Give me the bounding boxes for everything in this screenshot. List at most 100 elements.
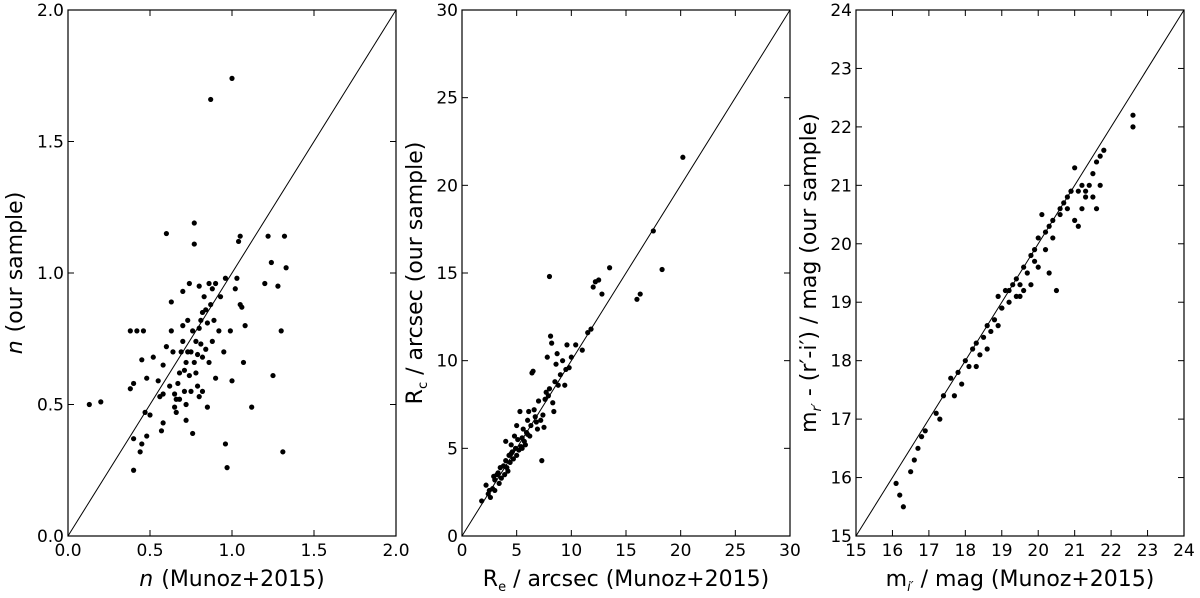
panel-3-point-52 — [1083, 194, 1089, 200]
panel-2-point-52 — [545, 393, 551, 399]
panel-1-xtick-label-4: 2.0 — [382, 541, 409, 561]
panel-3-ytick-label-3: 18 — [830, 352, 852, 372]
panel-2-point-56 — [549, 340, 555, 346]
panel-2-point-58 — [551, 408, 557, 415]
panel-1-point-14 — [144, 375, 150, 381]
panel-1-point-93 — [240, 359, 247, 366]
panel-1-xticks: 0.0 0.5 1.0 1.5 2.0 — [54, 10, 410, 561]
panel-1-point-66 — [203, 346, 209, 352]
panel-3-point-15 — [962, 358, 968, 364]
panel-3-point-45 — [1061, 200, 1067, 206]
panel-2-point-77 — [599, 291, 605, 297]
panel-1-point-4 — [127, 328, 133, 334]
panel-1-point-73 — [209, 286, 215, 292]
panel-3-point-61 — [984, 346, 990, 352]
panel-1-ytick-label-3: 1.5 — [37, 133, 64, 153]
panel-3-point-59 — [1130, 124, 1136, 130]
panel-3-point-73 — [1090, 194, 1096, 200]
panel-3-xlabel: mi′ / mag (Munoz+2015) — [886, 567, 1155, 595]
panel-3-point-4 — [911, 457, 917, 463]
panel-3-ytick-label-6: 21 — [830, 176, 852, 196]
panel-1-point-80 — [221, 349, 227, 355]
panel-1-point-37 — [181, 367, 188, 373]
panel-1-point-103 — [281, 233, 288, 239]
panel-3-xtick-label-5: 20 — [1027, 541, 1049, 561]
panel-3-point-36 — [1039, 211, 1045, 218]
panel-2-point-21 — [511, 433, 518, 439]
panel-3-point-30 — [1017, 293, 1023, 299]
panel-1-xtick-label-1: 0.5 — [136, 541, 163, 561]
panel-1-point-56 — [194, 351, 201, 358]
panel-1-point-39 — [183, 401, 189, 408]
panel-2-xticks: 0 5 10 15 20 25 30 — [457, 10, 801, 561]
panel-2-xtick-label-2: 10 — [561, 541, 583, 561]
panel-3-point-26 — [1002, 287, 1009, 294]
panel-2-point-46 — [539, 458, 545, 464]
panel-3-point-20 — [980, 334, 987, 340]
panel-1-point-71 — [208, 301, 214, 308]
panel-2-point-15 — [505, 468, 511, 474]
panel-2-point-44 — [535, 398, 542, 404]
panel-2-ytick-label-3: 15 — [436, 264, 458, 284]
panel-2-point-60 — [553, 361, 559, 367]
panel-2-point-76 — [596, 277, 602, 283]
panel-2-point-70 — [573, 342, 579, 348]
panel-3-point-68 — [1050, 235, 1056, 241]
panel-1-point-83 — [224, 465, 230, 471]
panel-1-point-90 — [237, 233, 243, 239]
panel-3-xtick-label-2: 17 — [918, 541, 940, 561]
panel-2-ytick-label-5: 25 — [436, 89, 458, 109]
panel-1-point-104 — [283, 265, 289, 271]
panel-3-point-23 — [991, 317, 998, 323]
panel-1-point-28 — [172, 404, 178, 410]
panel-3-point-37 — [1042, 229, 1049, 235]
panel-3-point-66 — [1035, 264, 1041, 270]
panel-1-point-10 — [139, 441, 145, 447]
panel-2-point-25 — [515, 436, 521, 443]
panel-3-point-39 — [1050, 217, 1056, 223]
panel-3-point-16 — [966, 363, 972, 370]
panel-3-xtick-label-3: 18 — [955, 541, 977, 561]
panel-2-point-64 — [559, 358, 566, 364]
panel-2-point-30 — [520, 426, 526, 432]
panel-1-point-20 — [160, 391, 166, 397]
panel-1-point-102 — [280, 449, 286, 455]
panel-1-point-15 — [139, 357, 145, 363]
panel-1-point-63 — [199, 388, 206, 394]
panel-3-point-67 — [1042, 247, 1049, 253]
panel-1-points — [86, 75, 289, 473]
panel-2-point-3 — [487, 494, 494, 501]
panel-1-point-94 — [242, 323, 248, 329]
panel-1-point-74 — [209, 338, 215, 344]
panel-1-point-8 — [131, 467, 137, 473]
panel-2-point-63 — [557, 372, 564, 378]
panel-2-point-1 — [483, 482, 489, 488]
panel-1-point-47 — [188, 388, 194, 394]
panel-1-point-82 — [222, 441, 229, 447]
panel-1-point-11 — [142, 409, 148, 415]
panel-2-point-13 — [503, 458, 509, 464]
panel-2-point-42 — [533, 419, 539, 425]
panel-3-point-21 — [984, 323, 990, 329]
panel-2-points — [479, 154, 686, 504]
panel-2-point-80 — [637, 291, 643, 297]
panel-3-point-35 — [1035, 235, 1041, 241]
panel-1-ytick-label-4: 2.0 — [37, 1, 64, 21]
panel-1-point-24 — [168, 328, 174, 334]
panel-3-point-74 — [1093, 206, 1100, 212]
panel-1-point-38 — [181, 388, 188, 394]
panel-2-point-34 — [525, 417, 531, 423]
panel-3-point-28 — [1010, 282, 1016, 288]
panel-3-point-19 — [977, 352, 983, 358]
panel-2-point-83 — [680, 154, 686, 160]
panel-2-yticks: 0 5 10 15 20 25 30 — [436, 1, 790, 547]
panel-1-point-84 — [227, 328, 233, 334]
panel-1-point-89 — [235, 238, 242, 245]
panel-1-point-3 — [131, 380, 137, 387]
panel-2-point-85 — [508, 450, 514, 457]
panel-1-point-107 — [155, 378, 161, 384]
panel-3-point-8 — [933, 410, 939, 416]
panel-1-point-75 — [211, 317, 217, 323]
panel-2-xtick-label-0: 0 — [457, 541, 468, 561]
